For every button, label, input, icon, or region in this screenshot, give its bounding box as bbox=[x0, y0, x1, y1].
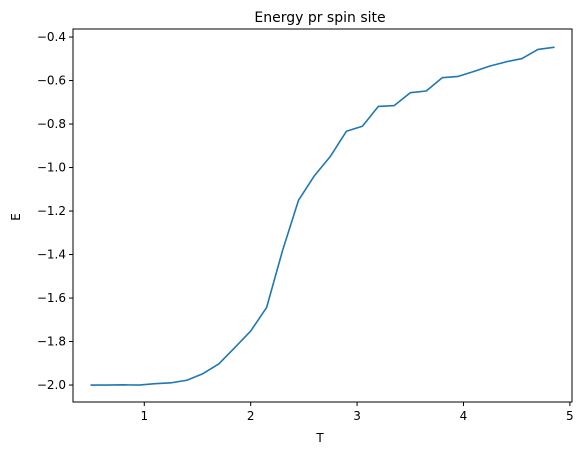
y-tick-label: −1.0 bbox=[37, 161, 66, 175]
x-tick-label: 2 bbox=[247, 409, 255, 423]
x-tick-label: 3 bbox=[353, 409, 361, 423]
y-axis-ticks: −2.0 −1.8 −1.6 −1.4 −1.2 −1.0 −0.8 −0.6 −0.4 bbox=[37, 30, 73, 392]
x-axis-ticks: 1 2 3 4 5 bbox=[140, 402, 574, 423]
y-tick-label: −1.8 bbox=[37, 335, 66, 349]
x-axis-label: T bbox=[315, 431, 324, 445]
y-tick-label: −0.4 bbox=[37, 30, 66, 44]
y-tick-label: −1.4 bbox=[37, 248, 66, 262]
x-tick-label: 4 bbox=[460, 409, 468, 423]
series-line bbox=[90, 46, 555, 386]
y-tick-label: −1.6 bbox=[37, 291, 66, 305]
y-tick-label: −0.6 bbox=[37, 74, 66, 88]
chart-title: Energy pr spin site bbox=[254, 10, 385, 26]
y-tick-label: −0.8 bbox=[37, 117, 66, 131]
plot-area bbox=[72, 28, 573, 403]
x-tick-label: 5 bbox=[566, 409, 574, 423]
x-tick-label: 1 bbox=[140, 409, 148, 423]
y-tick-label: −1.2 bbox=[37, 204, 66, 218]
y-tick-label: −2.0 bbox=[37, 378, 66, 392]
y-axis-label: E bbox=[9, 213, 23, 221]
plot-frame bbox=[72, 28, 573, 403]
